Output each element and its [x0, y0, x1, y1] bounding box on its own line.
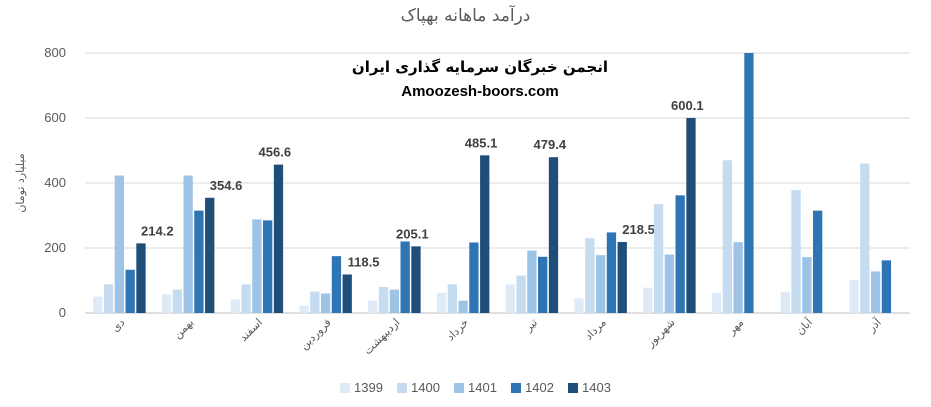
bar-1403: [686, 117, 696, 313]
x-category-label: تیر: [521, 316, 540, 335]
data-label: 600.1: [671, 98, 704, 113]
bar-1399: [711, 292, 722, 313]
legend-swatch-1400: [397, 383, 407, 393]
bar-1401: [458, 300, 468, 313]
data-label: 485.1: [465, 135, 498, 150]
bar-1400: [378, 287, 389, 313]
bar-1402: [675, 195, 685, 313]
x-category-label: مهر: [724, 316, 746, 338]
legend-label-1403: 1403: [582, 380, 611, 395]
bar-1399: [230, 299, 240, 313]
bar-1401: [183, 175, 193, 313]
bar-1403: [617, 241, 627, 313]
bar-1400: [585, 238, 595, 313]
bar-1403: [548, 157, 559, 313]
bar-1402: [400, 241, 410, 313]
data-label: 456.6: [259, 145, 292, 160]
bar-1402: [881, 260, 892, 313]
y-axis-label: میلیارد تومان: [14, 153, 27, 212]
x-category-label: آذر: [864, 315, 885, 336]
bar-1403: [411, 246, 421, 313]
bar-1400: [172, 289, 182, 313]
legend-label-1399: 1399: [354, 380, 383, 395]
x-category-label: آبان: [793, 315, 816, 338]
y-tick-label: 400: [44, 175, 66, 190]
x-category-label: فروردین: [297, 316, 333, 352]
bar-1399: [643, 287, 653, 313]
bar-1401: [733, 242, 743, 313]
legend-swatch-1403: [568, 383, 578, 393]
x-category-label: مرداد: [582, 316, 609, 343]
bar-1400: [860, 163, 870, 313]
x-category-label: بهمن: [171, 316, 196, 341]
bar-1401: [114, 175, 125, 313]
watermark-website: Amoozesh-boors.com: [401, 83, 559, 100]
data-label: 479.4: [534, 137, 567, 152]
bar-1400: [447, 284, 457, 313]
bar-1399: [299, 305, 309, 313]
bar-1402: [606, 232, 617, 313]
bar-1400: [653, 204, 664, 313]
bar-1401: [595, 255, 606, 313]
bar-1399: [368, 300, 378, 313]
bar-1402: [194, 210, 204, 313]
bar-1401: [527, 250, 537, 313]
bar-1400: [241, 284, 251, 313]
bar-1401: [389, 289, 400, 313]
x-category-label: اردیبهشت: [361, 316, 402, 357]
bar-1400: [722, 160, 732, 313]
bar-1399: [780, 291, 790, 313]
legend-label-1400: 1400: [411, 380, 440, 395]
data-label: 205.1: [396, 226, 429, 241]
bar-1400: [516, 275, 526, 313]
bar-1402: [263, 220, 273, 313]
bar-1399: [849, 279, 859, 313]
bar-1400: [310, 291, 320, 313]
x-category-label: خرداد: [444, 316, 471, 343]
legend-swatch-1399: [340, 383, 350, 393]
x-category-label: اسفند: [237, 316, 265, 344]
bar-1399: [436, 292, 447, 313]
data-label: 218.5: [622, 222, 655, 237]
x-category-label: شهریور: [643, 316, 677, 350]
bar-1400: [791, 190, 801, 313]
legend-label-1401: 1401: [468, 380, 497, 395]
bar-1401: [802, 257, 812, 313]
bar-1403: [136, 243, 146, 313]
bar-1402: [331, 256, 342, 313]
bar-1401: [320, 293, 331, 313]
bar-1401: [870, 271, 881, 313]
bar-1402: [125, 269, 135, 313]
bar-1401: [252, 219, 262, 313]
bar-1401: [664, 254, 675, 313]
bar-1399: [93, 296, 103, 313]
bar-1399: [161, 294, 172, 313]
y-tick-label: 200: [44, 240, 66, 255]
chart-title: درآمد ماهانه بهپاک: [400, 6, 531, 26]
data-label: 118.5: [348, 254, 380, 269]
bar-1399: [574, 298, 584, 313]
x-category-label: دی: [109, 316, 128, 335]
bar-1399: [505, 284, 515, 313]
bar-1403: [342, 274, 352, 313]
data-label: 214.2: [141, 223, 174, 238]
bar-1400: [103, 284, 114, 313]
bar-1402: [469, 242, 479, 313]
data-label: 354.6: [210, 178, 243, 193]
y-tick-label: 800: [44, 45, 66, 60]
bar-1402: [538, 256, 548, 313]
y-tick-label: 600: [44, 110, 66, 125]
watermark-org-name: انجمن خبرگان سرمایه گذاری ایران: [351, 58, 609, 76]
legend-swatch-1401: [454, 383, 464, 393]
bar-1402: [813, 210, 823, 313]
bar-1403: [205, 197, 215, 313]
legend-swatch-1402: [511, 383, 521, 393]
y-tick-label: 0: [59, 305, 66, 320]
bar-1402: [744, 53, 754, 313]
legend-label-1402: 1402: [525, 380, 554, 395]
bar-1403: [273, 164, 284, 313]
bar-1403: [480, 155, 490, 313]
